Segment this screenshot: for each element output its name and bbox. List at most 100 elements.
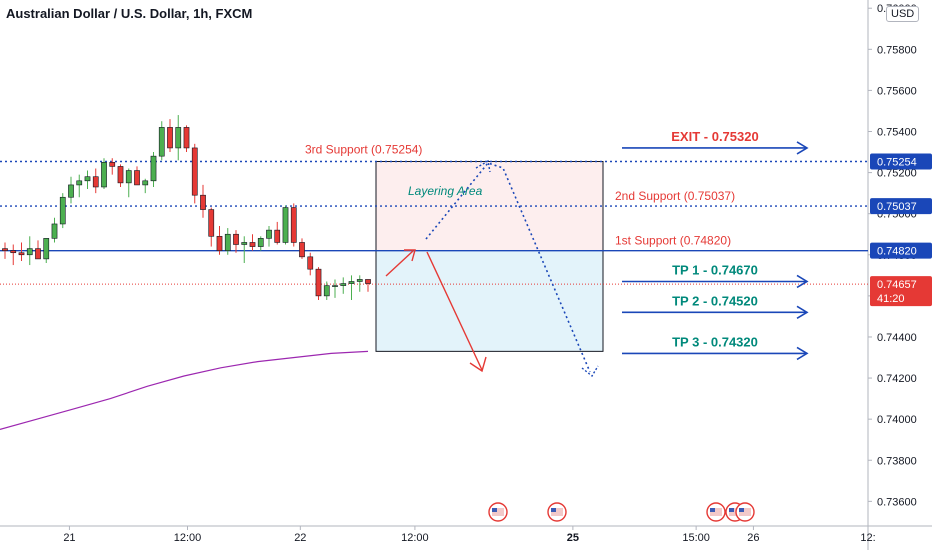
price-label-box xyxy=(870,242,932,259)
x-tick-label: 12:00 xyxy=(401,532,429,544)
candle-body[interactable] xyxy=(150,155,157,182)
candle-body[interactable] xyxy=(26,248,33,256)
support2-label: 2nd Support (0.75037) xyxy=(615,189,735,203)
candle-body[interactable] xyxy=(307,256,314,270)
candle-body[interactable] xyxy=(117,166,124,184)
economic-event-icon-flag xyxy=(492,508,504,516)
x-tick-label: 12:00 xyxy=(174,532,202,544)
candle-body[interactable] xyxy=(43,238,50,260)
layering-zone-border xyxy=(375,160,604,352)
price-label-text: 0.75254 xyxy=(877,156,917,168)
price-label-box xyxy=(870,153,932,170)
economic-event-icon-flag xyxy=(710,508,722,516)
projection-dotted-arrowhead xyxy=(581,365,599,378)
economic-event-icon-flag-canton xyxy=(551,508,556,512)
candle-body[interactable] xyxy=(183,127,190,149)
countdown-label: 41:20 xyxy=(877,293,905,305)
candle-body[interactable] xyxy=(266,229,272,239)
x-tick-label: 22 xyxy=(294,532,306,544)
candle-body[interactable] xyxy=(274,229,281,243)
economic-event-icon-flag-canton xyxy=(729,508,734,512)
y-tick-label: 0.75400 xyxy=(877,127,917,139)
price-label-text: 0.74820 xyxy=(877,246,917,258)
chart-title: Australian Dollar / U.S. Dollar, 1h, FXC… xyxy=(6,6,253,21)
projection-dotted-path xyxy=(425,162,591,373)
candle-body[interactable] xyxy=(224,233,231,251)
candle-body[interactable] xyxy=(142,180,149,186)
projection-down-arrow xyxy=(426,251,483,371)
candle-body[interactable] xyxy=(35,248,41,260)
candle-body[interactable] xyxy=(59,196,66,225)
candle-body[interactable] xyxy=(208,209,215,237)
price-label-box xyxy=(870,276,932,307)
candle-body[interactable] xyxy=(51,223,58,239)
price-label-box xyxy=(870,198,932,215)
price-label-text: 0.74657 xyxy=(877,279,917,291)
support3-label: 3rd Support (0.75254) xyxy=(305,142,422,156)
x-tick-label: 26 xyxy=(747,532,759,544)
tp3-arrow-head xyxy=(796,346,809,361)
y-tick-label: 0.75800 xyxy=(877,44,917,56)
tp2-arrow-head xyxy=(796,305,809,319)
candle-body[interactable] xyxy=(109,162,116,167)
candle-body[interactable] xyxy=(216,235,223,251)
layering-area-label: Layering Area xyxy=(408,184,483,198)
candle-body[interactable] xyxy=(365,279,371,284)
moving-average-line xyxy=(0,350,369,430)
candle-body[interactable] xyxy=(84,176,91,182)
candle-body[interactable] xyxy=(10,250,17,254)
exit-label: EXIT - 0.75320 xyxy=(671,129,758,144)
economic-event-icon-flag xyxy=(729,508,741,516)
economic-event-icon-flag-canton xyxy=(739,508,744,512)
projection-up-arrow xyxy=(385,250,414,277)
candle-body[interactable] xyxy=(299,242,305,258)
candle-body[interactable] xyxy=(2,248,8,251)
tp2-label: TP 2 - 0.74520 xyxy=(672,293,758,308)
layering-zone-lower xyxy=(376,250,603,352)
candle-body[interactable] xyxy=(315,268,322,297)
candle-body[interactable] xyxy=(257,238,264,247)
y-tick-label: 0.75600 xyxy=(877,85,917,97)
y-tick-label: 0.73800 xyxy=(877,455,917,467)
candle-body[interactable] xyxy=(233,233,239,245)
candle-body[interactable] xyxy=(282,207,289,243)
candle-body[interactable] xyxy=(101,162,107,188)
candle-body[interactable] xyxy=(167,127,173,149)
candle-body[interactable] xyxy=(356,279,363,282)
candle-body[interactable] xyxy=(68,184,74,198)
candle-body[interactable] xyxy=(191,147,198,196)
projection-up-arrowhead xyxy=(404,249,416,262)
candle-body[interactable] xyxy=(323,285,330,297)
candle-body[interactable] xyxy=(348,281,355,284)
currency-button[interactable]: USD xyxy=(886,6,920,22)
x-tick-label: 21 xyxy=(63,532,75,544)
candle-body[interactable] xyxy=(18,252,25,256)
economic-event-icon-flag xyxy=(739,508,751,516)
economic-event-icon-flag-canton xyxy=(492,508,497,512)
candle-body[interactable] xyxy=(290,207,297,243)
tp1-label: TP 1 - 0.74670 xyxy=(672,262,758,277)
candle-body[interactable] xyxy=(92,176,99,188)
x-tick-label: 25 xyxy=(567,532,579,544)
candle-body[interactable] xyxy=(241,242,248,245)
tp3-label: TP 3 - 0.74320 xyxy=(672,334,758,349)
candle-body[interactable] xyxy=(200,194,206,210)
candle-body[interactable] xyxy=(134,170,140,186)
candle-body[interactable] xyxy=(125,170,132,184)
projection-down-arrowhead xyxy=(469,356,487,373)
candle-body[interactable] xyxy=(340,283,347,286)
candle-body[interactable] xyxy=(249,242,256,247)
exit-arrow-head xyxy=(796,141,809,155)
candle-body[interactable] xyxy=(158,127,165,157)
economic-event-icon-flag xyxy=(551,508,563,516)
candle-body[interactable] xyxy=(332,285,338,287)
candle-body[interactable] xyxy=(175,127,182,149)
y-tick-label: 0.73600 xyxy=(877,496,917,508)
y-tick-label: 0.74000 xyxy=(877,414,917,426)
y-tick-label: 0.74200 xyxy=(877,373,917,385)
x-tick-label: 12: xyxy=(860,532,875,544)
y-tick-label: 0.75200 xyxy=(877,168,917,180)
candle-body[interactable] xyxy=(76,180,83,186)
